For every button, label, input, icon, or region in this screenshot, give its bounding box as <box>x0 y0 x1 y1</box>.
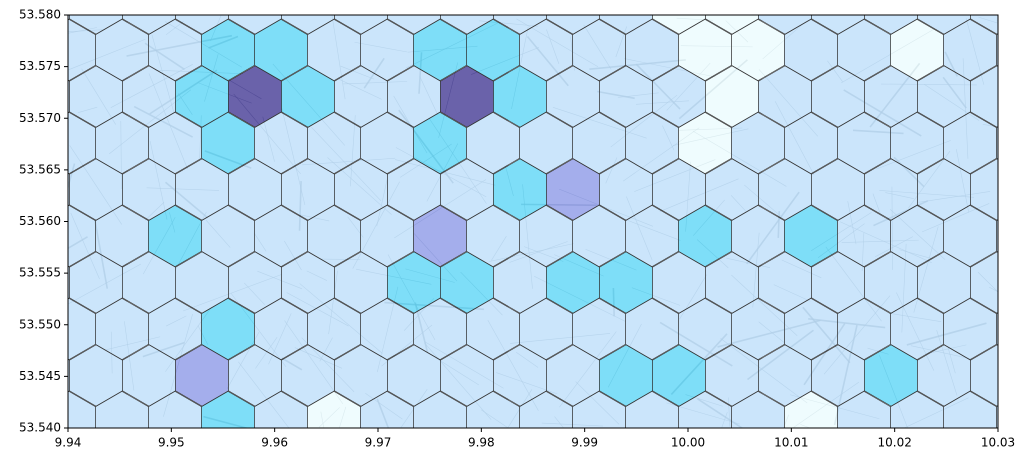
y-tick-label: 53.575 <box>19 59 61 73</box>
x-tick-label: 9.97 <box>365 436 392 450</box>
hex-cell <box>1024 345 1027 406</box>
hex-cell <box>996 312 998 346</box>
x-tick-label: 9.98 <box>468 436 495 450</box>
hex-cell <box>600 438 653 462</box>
hex-cell <box>706 438 759 462</box>
x-tick-label: 9.95 <box>158 436 185 450</box>
hex-cell <box>388 438 441 462</box>
hex-cell <box>494 438 547 462</box>
hex-cell <box>1024 159 1027 220</box>
hex-cell <box>1024 438 1027 462</box>
hex-cell <box>996 33 998 67</box>
x-tick-label: 9.99 <box>571 436 598 450</box>
x-tick-label: 10.03 <box>981 436 1015 450</box>
hex-cell <box>1024 66 1027 127</box>
y-tick-label: 53.550 <box>19 317 61 331</box>
hex-cell <box>812 438 865 462</box>
x-tick-label: 10.00 <box>671 436 705 450</box>
hex-cell <box>68 265 70 300</box>
hex-cell <box>996 126 998 160</box>
y-tick-label: 53.545 <box>19 369 61 383</box>
hex-cell <box>996 219 998 253</box>
hex-cell <box>1024 252 1027 313</box>
y-tick-label: 53.555 <box>19 266 61 280</box>
y-tick-label: 53.580 <box>19 8 61 22</box>
hex-cell <box>282 438 335 462</box>
y-tick-label: 53.570 <box>19 111 61 125</box>
y-tick-label: 53.565 <box>19 162 61 176</box>
y-tick-label: 53.540 <box>19 421 61 435</box>
x-tick-label: 10.02 <box>877 436 911 450</box>
street <box>996 20 998 22</box>
y-tick-label: 53.560 <box>19 214 61 228</box>
x-tick-label: 9.96 <box>261 436 288 450</box>
hex-cell <box>918 438 971 462</box>
x-tick-label: 9.94 <box>55 436 82 450</box>
hex-cell <box>1024 0 1027 34</box>
x-tick-label: 10.01 <box>774 436 808 450</box>
